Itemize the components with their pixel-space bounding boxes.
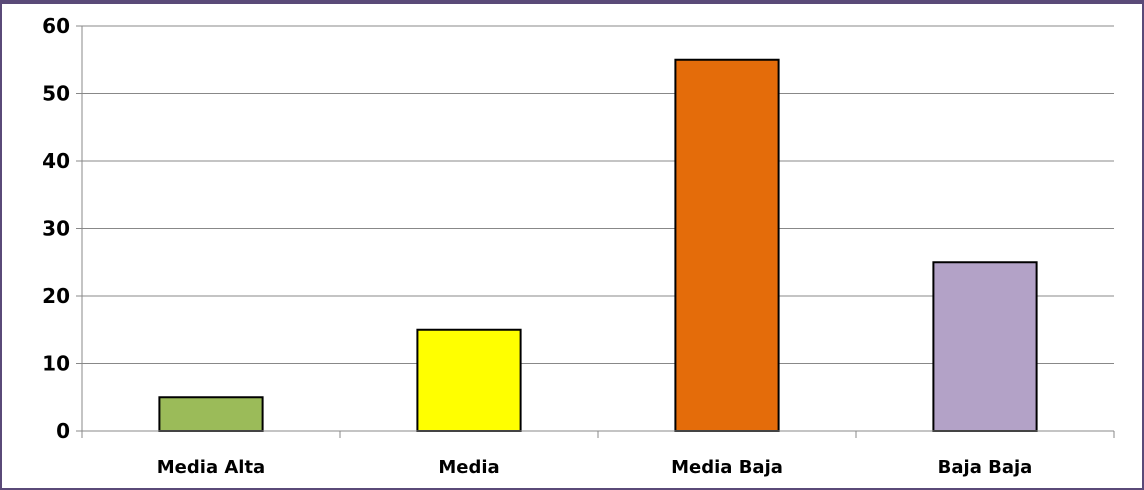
axes <box>76 25 1115 438</box>
y-tick-label: 10 <box>42 352 70 376</box>
bar <box>932 261 1038 432</box>
bar <box>416 328 522 432</box>
x-tick-label: Media Alta <box>157 457 265 478</box>
y-tick-label: 20 <box>42 284 70 308</box>
y-tick-label: 30 <box>42 217 70 241</box>
x-tick-label: Baja Baja <box>938 457 1033 478</box>
bar <box>158 396 264 432</box>
bars <box>158 58 1038 432</box>
x-tick-label: Media <box>438 457 499 478</box>
x-tick-labels: Media Alta Media Media Baja Baja Baja <box>157 457 1033 478</box>
x-tick-label: Media Baja <box>671 457 783 478</box>
y-tick-label: 0 <box>56 419 70 443</box>
y-tick-label: 60 <box>42 14 70 38</box>
bar <box>674 58 780 432</box>
chart-top-band <box>2 0 1142 4</box>
y-tick-label: 50 <box>42 82 70 106</box>
y-tick-labels: 0 10 20 30 40 50 60 <box>42 14 70 443</box>
y-tick-label: 40 <box>42 149 70 173</box>
